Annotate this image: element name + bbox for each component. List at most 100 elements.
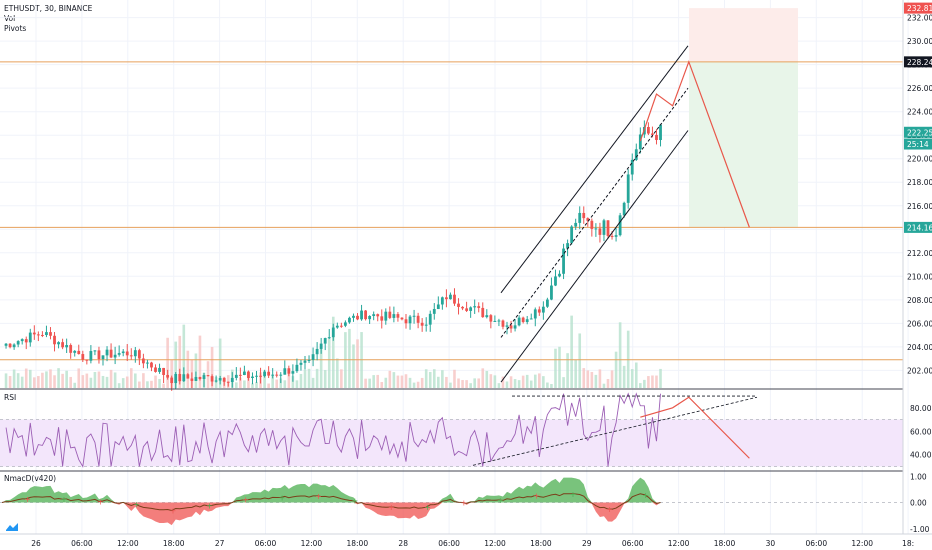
volume-bar (574, 359, 577, 388)
volume-bar (481, 368, 485, 388)
projection-path[interactable] (639, 60, 750, 228)
candle-body (610, 235, 614, 237)
candle-body (384, 311, 388, 321)
volume-bar (501, 376, 505, 388)
candle-body (651, 133, 654, 135)
candle-body (360, 310, 363, 320)
volume-bar (142, 373, 145, 388)
volume-bar (271, 375, 274, 388)
candle-body (647, 126, 650, 134)
price-tag-box (904, 221, 932, 233)
candle-body (12, 344, 16, 348)
rsi-title[interactable]: RSI (4, 393, 17, 402)
candle-body (622, 202, 626, 216)
price-tick-label: 224.00 (907, 108, 932, 117)
volume-bar (73, 382, 77, 388)
volume-bar (630, 369, 634, 388)
candle-body (16, 341, 20, 345)
volume-bar (614, 351, 618, 388)
volume-bar (408, 377, 412, 388)
macd-tick-label: 1.00 (910, 472, 927, 481)
volume-bar (578, 333, 582, 388)
volume-bar (315, 368, 319, 388)
volume-bar (323, 369, 327, 388)
volume-bar (372, 375, 375, 388)
volume-bar (166, 337, 169, 388)
macd-tick-label: -1.00 (910, 525, 930, 534)
pivots-indicator-label[interactable]: Pivots (4, 24, 27, 33)
candle-body (8, 343, 12, 348)
candle-body (412, 315, 416, 317)
volume-bar (146, 381, 149, 388)
price-tag-label: 228.24 (907, 58, 932, 67)
candle-body (283, 368, 287, 375)
volume-bar (497, 383, 501, 388)
volume-bar (129, 368, 133, 388)
price-tag-box (904, 2, 932, 14)
candle-body (497, 320, 501, 322)
volume-bar (4, 373, 8, 388)
candle-body (311, 354, 315, 360)
volume-bar (453, 369, 456, 388)
volume-bar (235, 382, 238, 388)
volume-bar (457, 378, 460, 388)
candle-body (550, 285, 553, 300)
volume-bar (299, 373, 303, 388)
volume-bar (562, 377, 565, 388)
candle-body (582, 212, 586, 219)
time-tick-label: 29 (582, 539, 592, 548)
candle-body (618, 215, 622, 236)
candle-body (513, 325, 517, 329)
candle-body (299, 362, 303, 365)
volume-bar (412, 382, 416, 388)
volume-bar (154, 375, 157, 388)
candle-body (154, 367, 157, 372)
candle-body (121, 351, 125, 354)
volume-bar (198, 335, 202, 388)
macd-title[interactable]: NmacD(v420) (4, 474, 57, 483)
volume-bar (186, 350, 190, 388)
volume-bar (348, 328, 351, 388)
candle-body (36, 334, 40, 336)
volume-indicator-label[interactable]: Vol (4, 14, 16, 23)
volume-bar (307, 368, 311, 388)
horizontal-levels[interactable] (0, 61, 903, 361)
macd-pane: + + + + + + + + + + + + + + + + + + (0, 470, 903, 526)
candle-body (81, 354, 85, 360)
symbol-title[interactable]: ETHUSDT, 30, BINANCE (4, 4, 93, 13)
volume-bar (493, 375, 497, 388)
candle-body (275, 374, 279, 376)
candle-body (41, 334, 44, 336)
candle-body (259, 375, 262, 377)
volume-bar (517, 380, 521, 388)
volume-bar (214, 377, 218, 388)
time-tick-label: 18:00 (346, 539, 368, 548)
candle-body (465, 308, 468, 311)
volume-bar (117, 383, 121, 388)
volume-bar (65, 370, 68, 388)
volume-bar (178, 335, 182, 388)
trend-channel[interactable] (500, 45, 689, 383)
stop-loss-zone (689, 8, 798, 62)
candle-body (634, 149, 638, 160)
volume-bar (8, 376, 12, 388)
macd-cross-marker: + (242, 496, 249, 505)
rsi-projection-line (640, 396, 750, 459)
candle-body (396, 314, 400, 318)
candle-body (93, 350, 97, 352)
volume-bar (449, 382, 452, 388)
price-tick-label: 220.00 (907, 155, 932, 164)
candle-body (133, 350, 137, 357)
price-tag-box (904, 56, 932, 68)
volume-bar (247, 377, 250, 388)
time-tick-label: 06:00 (255, 539, 277, 548)
candle-body (129, 355, 133, 357)
price-projection-line (639, 60, 750, 228)
candle-body (271, 374, 275, 376)
volume-bar (61, 373, 64, 388)
volume-bar (437, 376, 440, 388)
macd-cross-marker: + (533, 491, 540, 500)
candle-body (198, 376, 202, 380)
macd-cross-marker: + (424, 503, 431, 512)
